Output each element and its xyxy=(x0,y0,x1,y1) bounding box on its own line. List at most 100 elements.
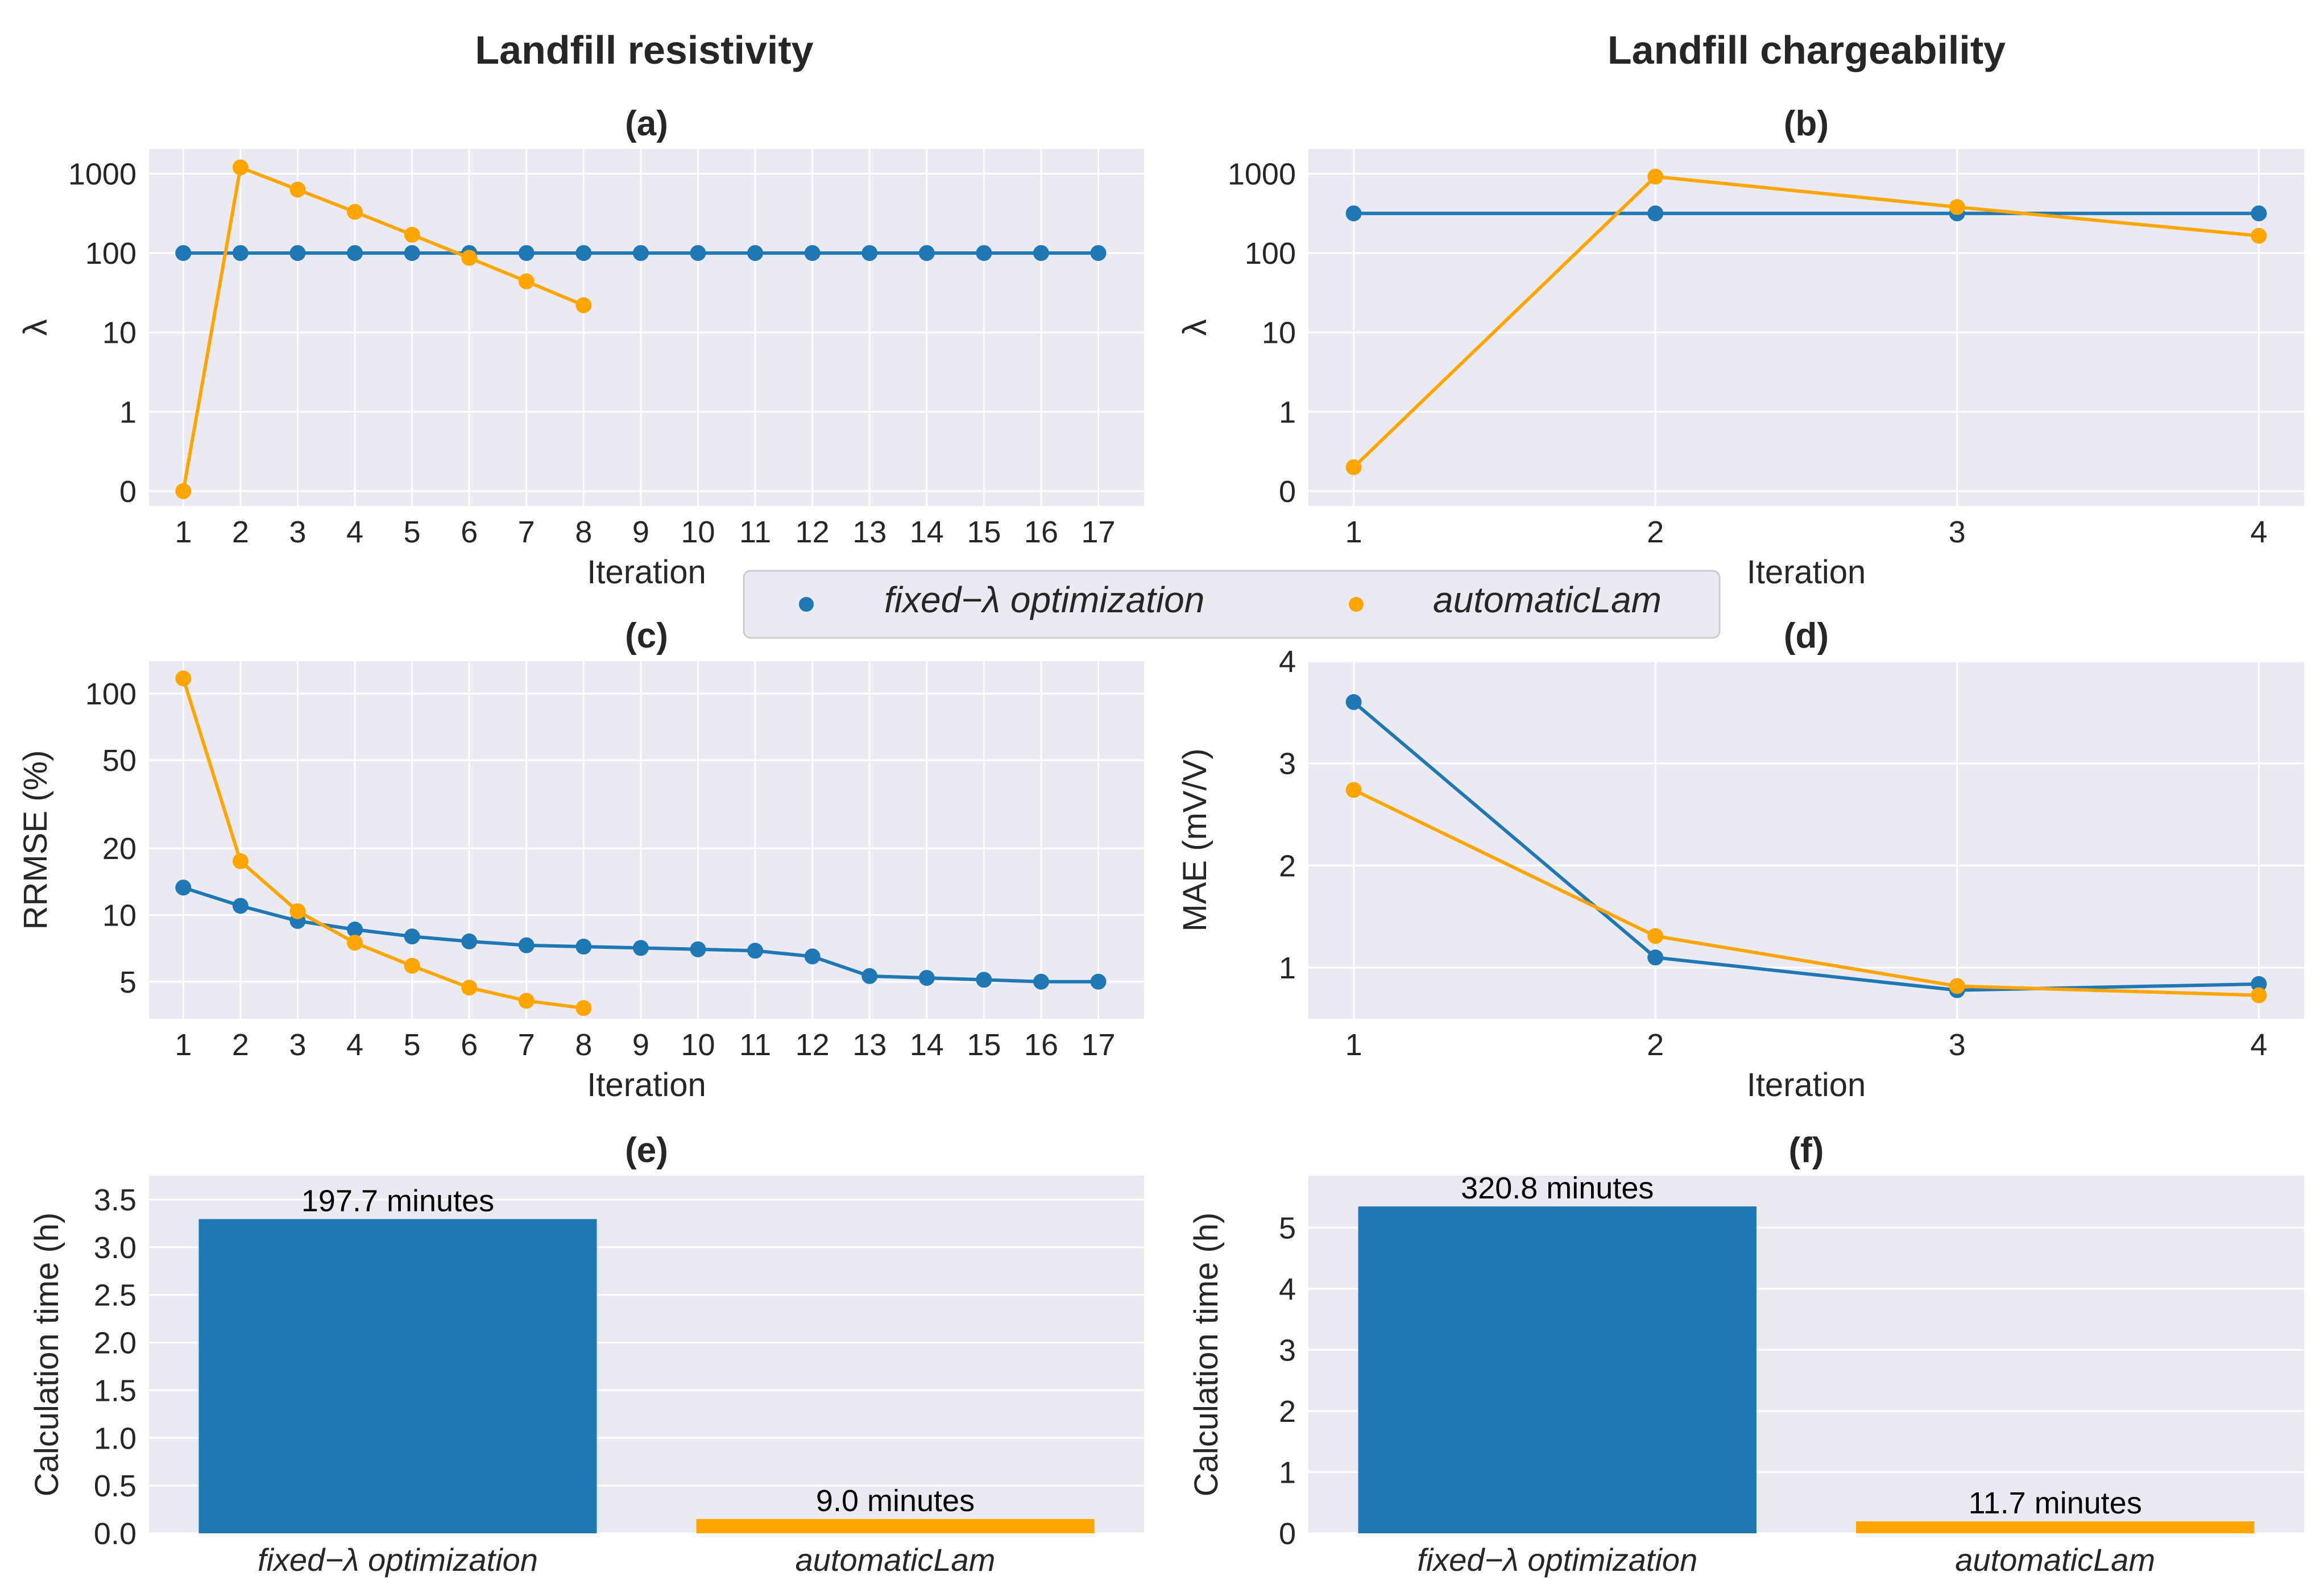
category-label-fixed-f: fixed−λ optimization xyxy=(1417,1542,1697,1578)
data-point-fixed-c xyxy=(518,937,535,953)
y-tick-label-d: 3 xyxy=(1279,747,1296,781)
x-axis-label-d: Iteration xyxy=(1747,1067,1866,1103)
data-point-fixed-c xyxy=(632,940,649,956)
y-tick-label-c: 100 xyxy=(85,677,136,711)
data-point-automatic-c xyxy=(404,957,420,974)
y-tick-label-d: 4 xyxy=(1279,645,1296,679)
plot-area-a xyxy=(149,149,1144,506)
x-tick-label-a: 5 xyxy=(404,515,421,549)
x-tick-label-a: 17 xyxy=(1082,515,1116,549)
data-point-fixed-c xyxy=(747,943,764,959)
x-axis-label-a: Iteration xyxy=(587,554,706,591)
x-tick-label-a: 1 xyxy=(175,515,192,549)
x-axis-label-b: Iteration xyxy=(1747,554,1866,591)
data-point-fixed-c xyxy=(918,970,935,986)
column-title-chargeability: Landfill chargeability xyxy=(1608,28,2006,72)
data-point-automatic-a xyxy=(347,204,363,220)
data-point-fixed-a xyxy=(976,245,992,262)
y-tick-label-b: 10 xyxy=(1262,316,1296,350)
x-tick-label-a: 13 xyxy=(852,515,886,549)
x-tick-label-a: 2 xyxy=(232,515,249,549)
data-point-fixed-d xyxy=(2251,976,2267,992)
data-point-fixed-c xyxy=(232,898,248,914)
y-tick-label-e: 2.5 xyxy=(94,1279,136,1313)
y-tick-label-e: 3.5 xyxy=(94,1183,136,1217)
data-point-fixed-a xyxy=(518,245,535,262)
y-axis-label-a: λ xyxy=(17,320,54,336)
x-tick-label-d: 1 xyxy=(1345,1028,1362,1062)
data-point-fixed-a xyxy=(1033,245,1049,262)
panel-label-b: (b) xyxy=(1784,104,1829,143)
panel-label-a: (a) xyxy=(625,104,668,143)
column-title-resistivity: Landfill resistivity xyxy=(475,28,813,72)
bar-fixed-e xyxy=(198,1219,597,1533)
y-tick-label-e: 1.0 xyxy=(94,1421,136,1455)
data-point-fixed-a xyxy=(861,245,878,262)
x-tick-label-c: 17 xyxy=(1082,1028,1116,1062)
y-tick-label-a: 0 xyxy=(119,475,136,509)
x-tick-label-c: 11 xyxy=(739,1028,771,1062)
y-tick-label-a: 100 xyxy=(85,237,136,271)
data-point-automatic-a xyxy=(289,181,306,198)
x-tick-label-c: 1 xyxy=(175,1028,192,1062)
x-axis-label-c: Iteration xyxy=(587,1067,706,1103)
panel-label-c: (c) xyxy=(625,616,668,655)
y-axis-label-e: Calculation time (h) xyxy=(28,1213,65,1497)
x-tick-label-a: 12 xyxy=(796,515,830,549)
plot-area-d xyxy=(1308,661,2304,1019)
x-tick-label-c: 6 xyxy=(461,1028,478,1062)
y-axis-label-f: Calculation time (h) xyxy=(1188,1213,1225,1497)
data-point-fixed-c xyxy=(404,928,420,945)
y-tick-label-f: 1 xyxy=(1279,1455,1296,1490)
x-tick-label-c: 15 xyxy=(967,1028,1001,1062)
x-tick-label-a: 11 xyxy=(739,515,771,549)
data-point-fixed-c xyxy=(976,972,992,988)
y-tick-label-f: 0 xyxy=(1279,1517,1296,1551)
data-point-fixed-a xyxy=(1090,245,1107,262)
category-label-automatic-f: automaticLam xyxy=(1955,1542,2155,1578)
y-tick-label-a: 10 xyxy=(102,316,136,350)
y-tick-label-b: 0 xyxy=(1279,475,1296,509)
x-tick-label-c: 5 xyxy=(404,1028,421,1062)
x-tick-label-a: 8 xyxy=(575,515,592,549)
series-line-automatic-a xyxy=(181,165,585,492)
x-tick-label-c: 7 xyxy=(518,1028,535,1062)
x-tick-label-c: 4 xyxy=(346,1028,363,1062)
data-point-fixed-a xyxy=(289,245,306,262)
series-line-automatic-c xyxy=(181,678,584,1010)
x-tick-label-a: 15 xyxy=(967,515,1001,549)
data-point-automatic-a xyxy=(232,159,248,176)
panel-label-f: (f) xyxy=(1789,1131,1824,1170)
x-tick-label-a: 6 xyxy=(461,515,478,549)
y-tick-label-e: 2.0 xyxy=(94,1326,136,1360)
data-point-fixed-c xyxy=(575,939,592,955)
y-tick-label-c: 20 xyxy=(102,832,136,866)
data-point-automatic-a xyxy=(461,250,478,266)
data-point-fixed-c xyxy=(1090,973,1107,990)
data-point-automatic-d xyxy=(1647,928,1664,944)
y-tick-label-b: 1 xyxy=(1279,395,1296,429)
data-point-automatic-a xyxy=(175,483,192,499)
y-axis-label-c: RRMSE (%) xyxy=(17,750,54,930)
panel-e: (e) 0.0 0.5 1.0 1.5 2.0 2.5 3.0 3.5 Calculation t… xyxy=(28,1131,1144,1578)
data-point-automatic-b xyxy=(2251,227,2267,244)
y-tick-label-f: 4 xyxy=(1279,1272,1296,1306)
bar-data-label-fixed-e: 197.7 minutes xyxy=(301,1184,494,1218)
x-tick-label-c: 2 xyxy=(232,1028,249,1062)
legend-label-fixed: fixed−λ optimization xyxy=(884,579,1204,620)
x-tick-label-b: 2 xyxy=(1647,515,1664,549)
x-tick-label-a: 3 xyxy=(289,515,306,549)
x-tick-label-c: 16 xyxy=(1024,1028,1058,1062)
data-point-automatic-d xyxy=(1345,782,1362,798)
data-point-fixed-a xyxy=(804,245,821,262)
x-tick-label-c: 13 xyxy=(852,1028,886,1062)
legend-marker-automatic xyxy=(1349,597,1364,612)
data-point-fixed-a xyxy=(347,245,363,262)
data-point-automatic-a xyxy=(518,273,535,289)
data-point-fixed-a xyxy=(575,245,592,262)
data-point-automatic-b xyxy=(1345,459,1362,475)
data-point-fixed-a xyxy=(232,245,248,262)
y-tick-label-e: 0.5 xyxy=(94,1469,136,1503)
